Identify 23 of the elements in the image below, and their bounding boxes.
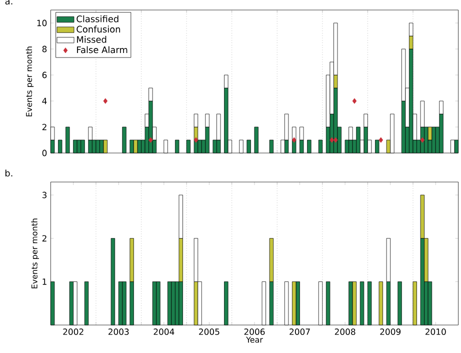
legend-label: Missed (77, 36, 106, 43)
x-tick-label: 2009 (380, 328, 401, 335)
x-tick-label: 2008 (334, 328, 356, 335)
x-tick-label: 2006 (244, 328, 265, 335)
x-tick-label: 2007 (290, 328, 310, 335)
y-tick-label: 2 (42, 235, 46, 242)
legend-label: Confusion (76, 26, 120, 33)
x-tick-label: 2002 (63, 328, 84, 335)
x-tick-label: 2003 (108, 328, 129, 335)
legend-label: Classified (76, 15, 118, 22)
y-tick-label: 0 (42, 150, 47, 156)
y-tick-label: 8 (42, 46, 47, 52)
x-tick-label: 2004 (154, 328, 174, 335)
y-tick-label: 6 (42, 72, 47, 78)
y-tick-label: 2 (42, 124, 46, 130)
legend-label: False Alarm (77, 46, 128, 54)
y-tick-label: 1 (42, 278, 46, 285)
y-tick-label: 3 (42, 192, 46, 198)
x-tick-label: 2005 (199, 328, 220, 335)
y-tick-label: 10 (37, 20, 47, 26)
x-tick-label: 2010 (425, 328, 446, 335)
y-tick-label: 4 (42, 98, 47, 104)
chart-title: b. (5, 170, 12, 176)
